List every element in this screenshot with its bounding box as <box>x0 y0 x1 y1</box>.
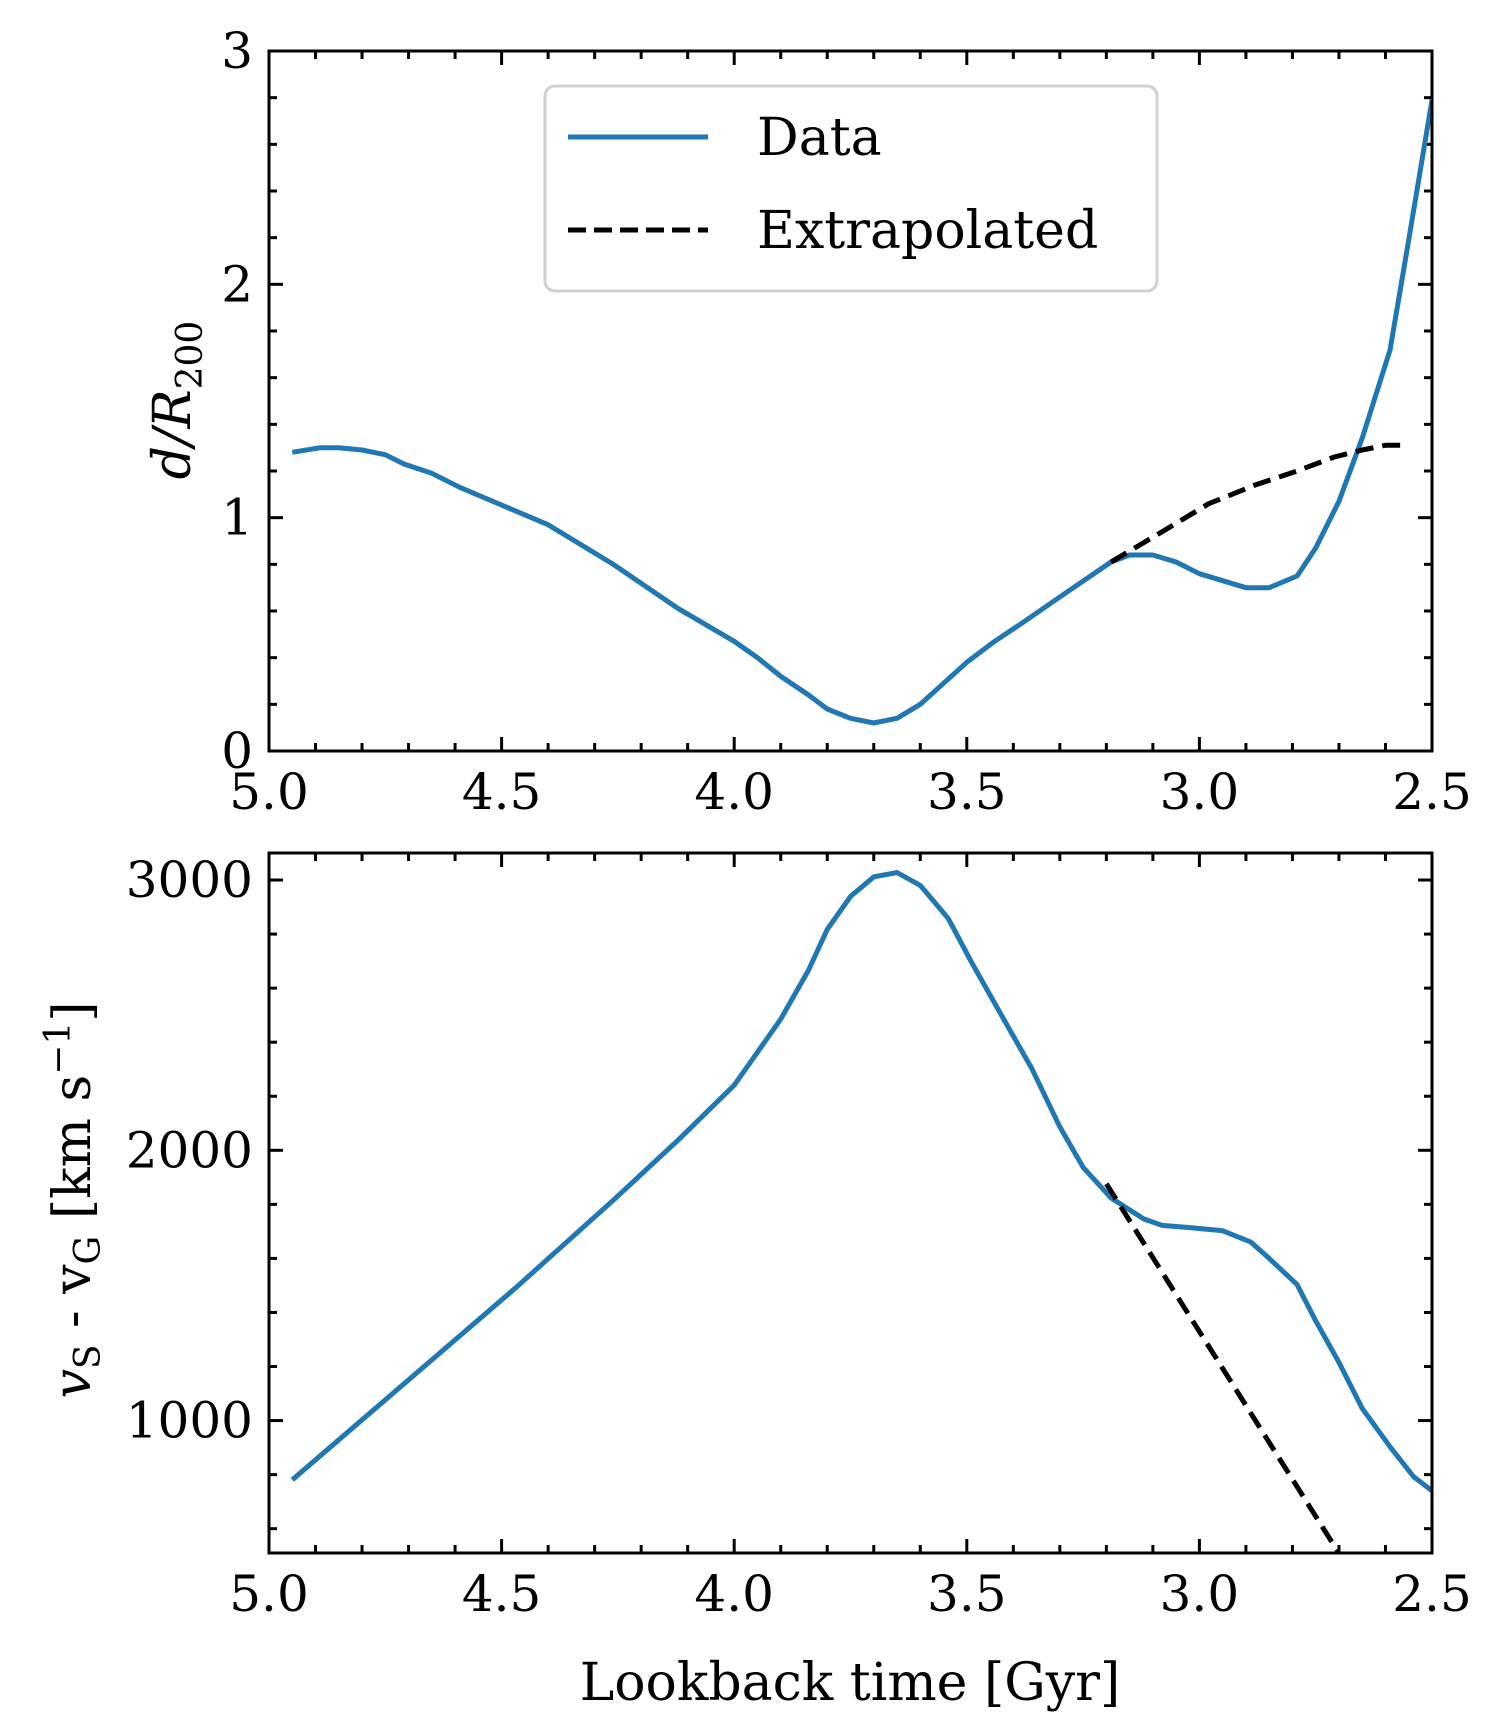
x-tick-label: 3.5 <box>927 763 1007 821</box>
bottom-y-axis-label: vS - vG [km s−1] <box>38 1001 109 1398</box>
x-tick-label: 4.5 <box>462 1565 542 1623</box>
legend-data-label: Data <box>757 108 882 168</box>
y-tick-label: 1 <box>221 489 253 547</box>
legend-extrapolated-label: Extrapolated <box>757 201 1098 261</box>
y-label-sub-g: G <box>68 1236 109 1265</box>
x-tick-label: 2.5 <box>1392 763 1472 821</box>
series-data-line <box>290 870 1432 1493</box>
y-tick-label: 2000 <box>126 1121 253 1179</box>
x-axis-label: Lookback time [Gyr] <box>580 1653 1121 1713</box>
x-tick-label: 5.0 <box>229 763 309 821</box>
x-tick-label: 3.5 <box>927 1565 1007 1623</box>
y-label-unit: [km s <box>43 1075 103 1236</box>
y-tick-label: 3000 <box>126 851 253 909</box>
bottom-panel: 5.0 4.5 4.0 3.5 3.0 2.5 1000 2000 3000 <box>126 851 1472 1623</box>
top-y-axis-label: d/R200 <box>143 321 211 480</box>
legend: Data Extrapolated <box>543 84 1159 293</box>
x-tick-label: 3.0 <box>1160 1565 1240 1623</box>
plot-frame <box>267 49 1434 753</box>
y-label-end: ] <box>43 1001 103 1021</box>
y-label-mid: - v <box>43 1264 103 1345</box>
y-label-sub-s: S <box>68 1344 109 1369</box>
x-tick-label: 3.0 <box>1160 763 1240 821</box>
plot-frame <box>267 851 1434 1555</box>
y-tick-label: 2 <box>221 255 253 313</box>
y-label-sup: −1 <box>38 1022 79 1075</box>
top-y-label-sub: 200 <box>170 321 211 390</box>
series-extrapolated-line <box>1109 442 1409 565</box>
x-tick-label: 4.0 <box>694 763 774 821</box>
top-panel: 5.0 4.5 4.0 3.5 3.0 2.5 0 1 2 3 <box>221 22 1472 821</box>
y-tick-label: 3 <box>221 22 253 80</box>
y-label-v: v <box>43 1369 103 1398</box>
top-y-label-main: d/R <box>143 389 203 479</box>
x-tick-label: 5.0 <box>229 1565 309 1623</box>
y-tick-label: 1000 <box>126 1392 253 1450</box>
series-data-line <box>291 99 1432 726</box>
y-tick-label: 0 <box>221 722 253 780</box>
x-tick-label: 4.5 <box>462 763 542 821</box>
x-tick-label: 2.5 <box>1392 1565 1472 1623</box>
x-tick-label: 4.0 <box>694 1565 774 1623</box>
series-extrapolated-line <box>1104 1182 1342 1553</box>
